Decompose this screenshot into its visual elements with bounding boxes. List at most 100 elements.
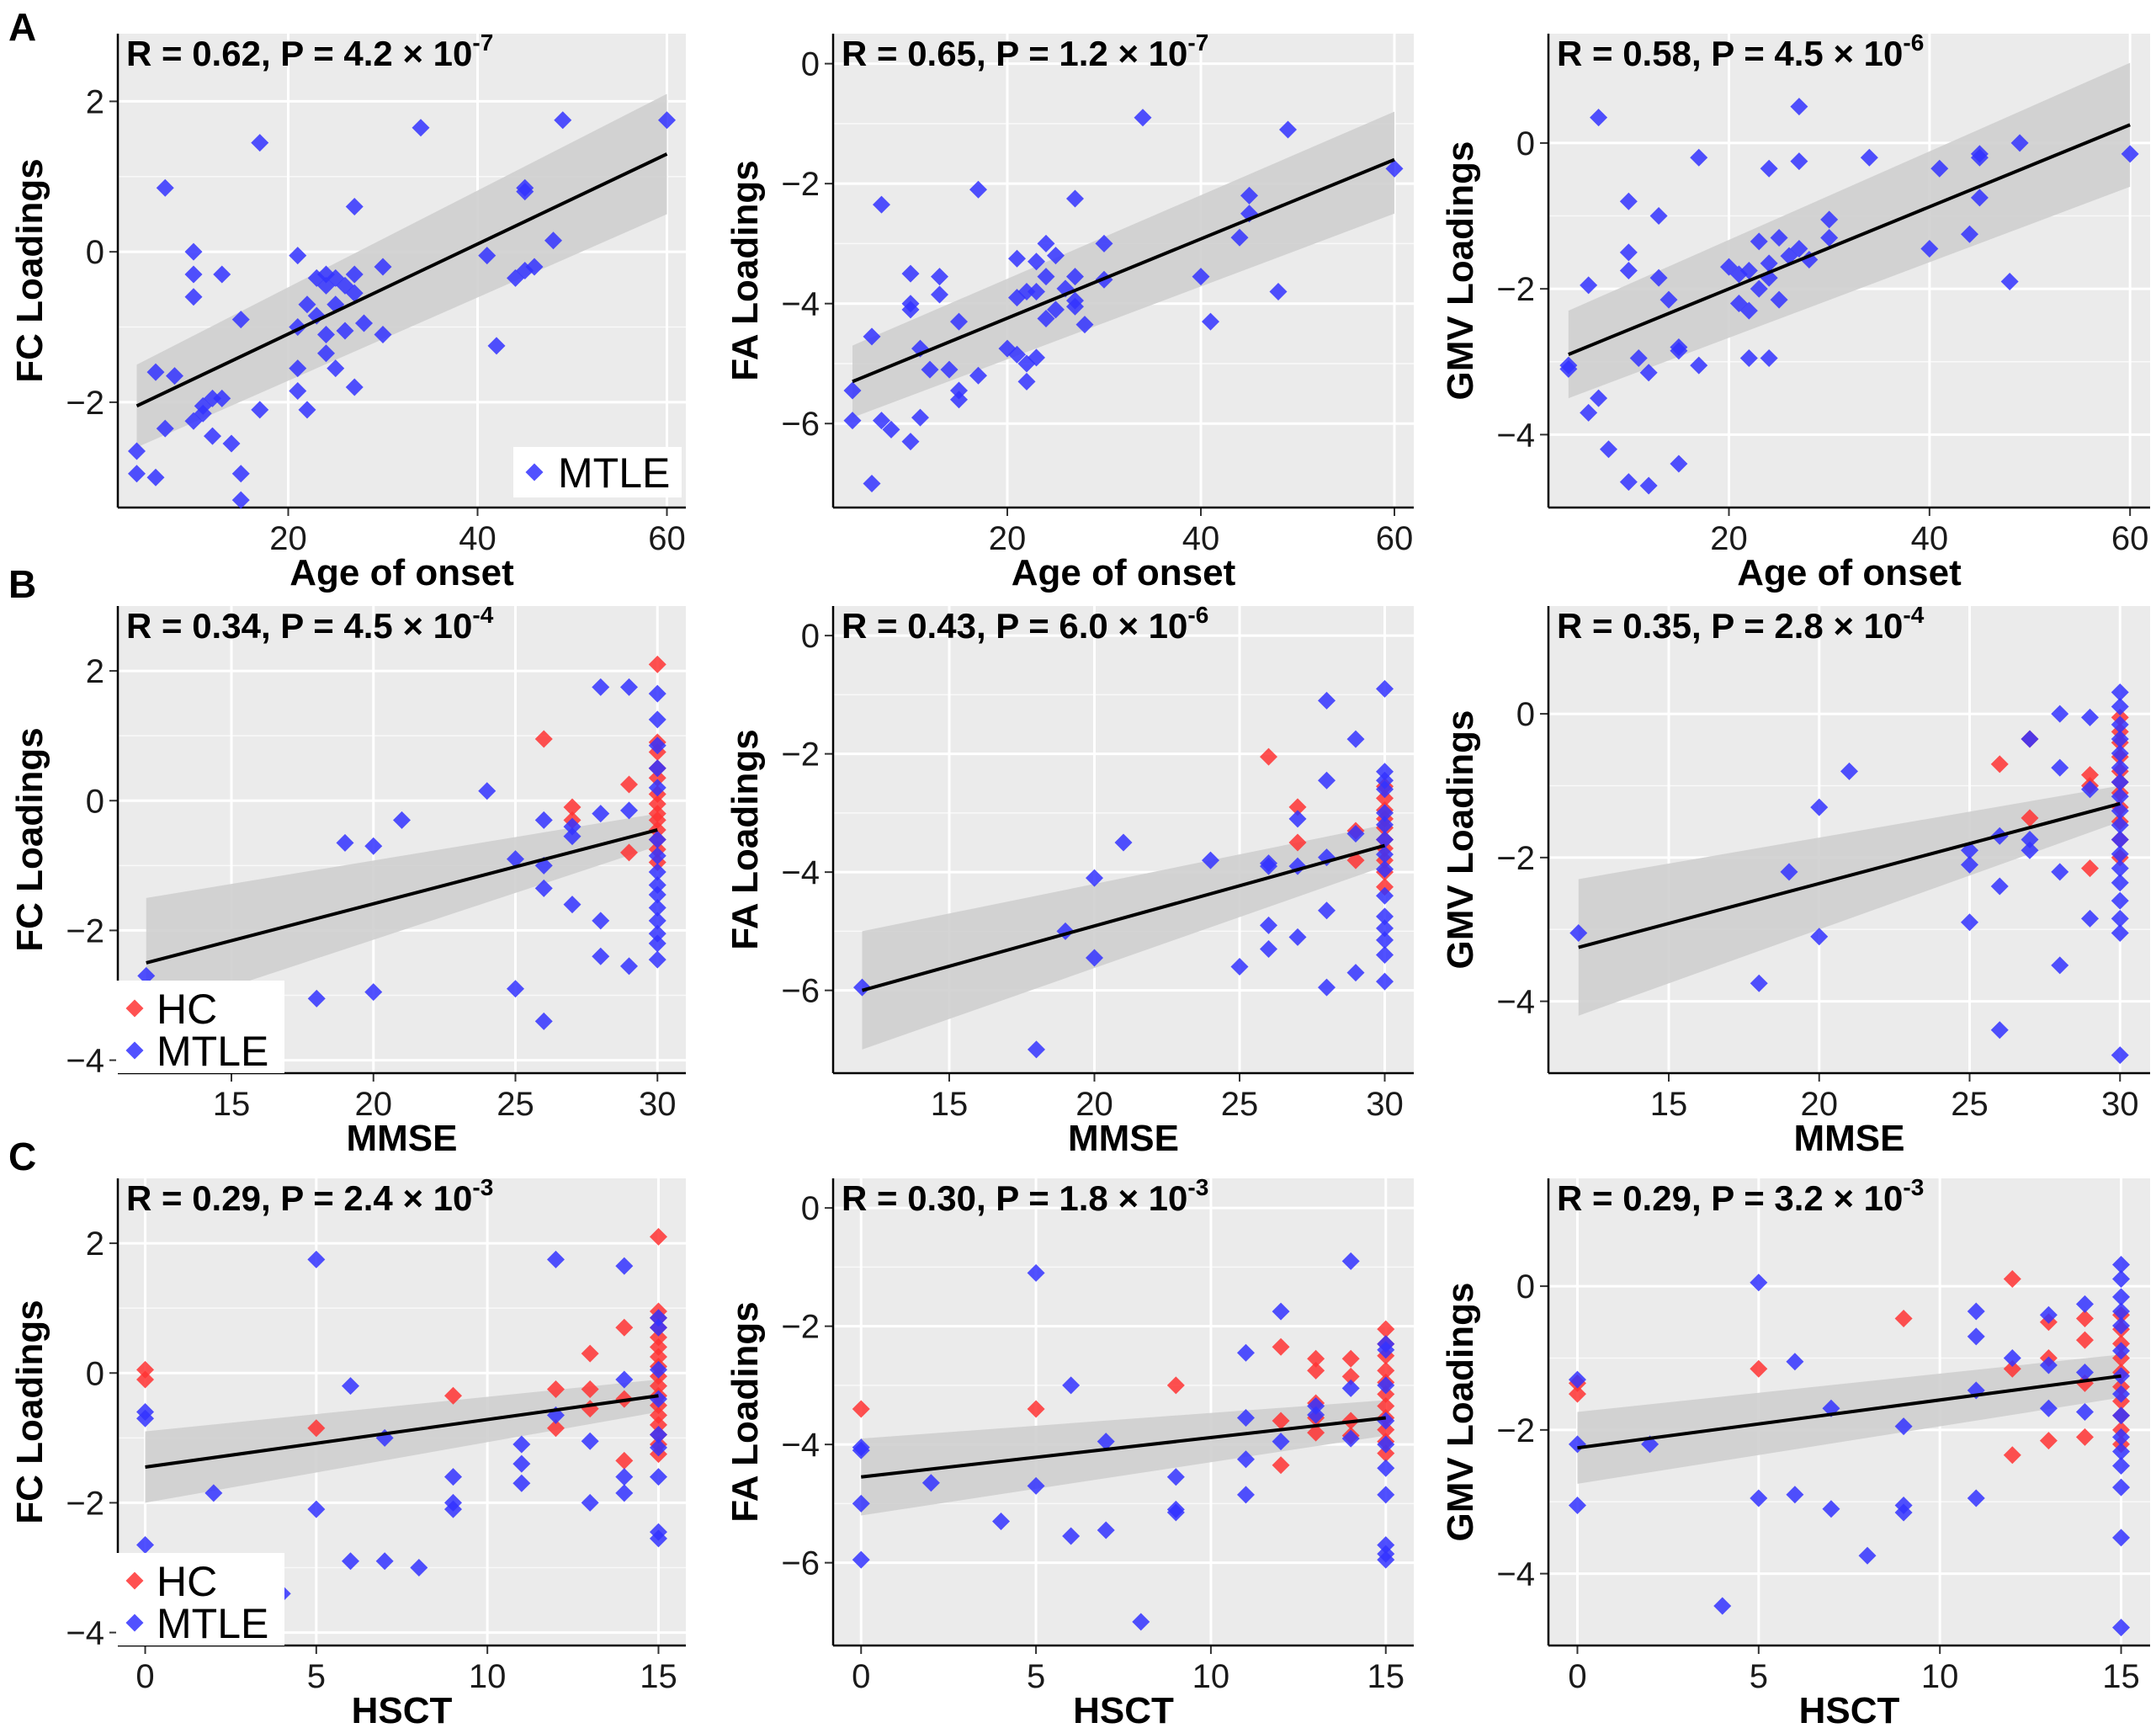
data-point-mtle	[2000, 272, 2019, 290]
data-point-mtle	[534, 1012, 553, 1030]
data-point-mtle	[2111, 874, 2129, 892]
data-point-mtle	[184, 242, 203, 261]
data-point-mtle	[563, 896, 581, 914]
data-point-mtle	[137, 966, 156, 985]
data-point-mtle	[649, 1425, 667, 1444]
data-point-mtle	[1580, 276, 1598, 295]
data-point-mtle	[1288, 928, 1307, 946]
y-tick-label: 2	[86, 1226, 104, 1263]
y-axis-title: FA Loadings	[725, 160, 766, 380]
data-point-mtle	[393, 811, 411, 829]
data-point-mtle	[2111, 891, 2129, 910]
data-point-mtle	[1820, 210, 1839, 229]
data-point-mtle	[2003, 1348, 2021, 1367]
data-point-mtle	[1750, 1273, 1768, 1292]
data-point-hc	[1377, 1385, 1395, 1403]
data-point-hc	[649, 1328, 667, 1347]
data-point-mtle	[1272, 1302, 1290, 1321]
x-tick-label: 15	[1650, 1086, 1688, 1123]
regression-line	[1568, 123, 2131, 356]
data-point-mtle	[375, 1552, 394, 1571]
y-tick-label: −4	[1496, 417, 1535, 454]
data-point-mtle	[852, 1441, 870, 1459]
data-point-hc	[546, 1419, 565, 1438]
data-point-mtle	[648, 736, 666, 755]
data-point-mtle	[317, 325, 335, 343]
data-point-mtle	[1619, 473, 1638, 492]
data-point-mtle	[204, 427, 221, 445]
data-point-mtle	[1760, 254, 1778, 273]
data-point-mtle	[649, 1529, 667, 1548]
data-point-mtle	[478, 782, 497, 800]
legend-box	[116, 1553, 284, 1646]
data-point-mtle	[863, 327, 881, 346]
data-point-mtle	[1385, 159, 1404, 178]
data-point-mtle	[921, 1474, 940, 1492]
data-point-mtle	[136, 1536, 155, 1555]
data-point-mtle	[2111, 909, 2129, 928]
data-point-mtle	[2112, 1270, 2131, 1289]
data-point-hc	[581, 1344, 599, 1363]
data-point-mtle	[1066, 189, 1084, 208]
y-tick-label: −4	[1496, 984, 1535, 1021]
data-point-mtle	[1240, 186, 1258, 205]
data-point-mtle	[648, 934, 666, 953]
data-point-mtle	[2021, 831, 2039, 848]
data-point-mtle	[1376, 771, 1394, 790]
x-tick-label: 10	[1921, 1658, 1959, 1695]
y-tick-label: −4	[1496, 1556, 1535, 1593]
data-point-mtle	[213, 265, 231, 284]
data-point-mtle	[1569, 924, 1588, 942]
y-tick-label: −6	[781, 973, 820, 1010]
data-point-mtle	[374, 258, 392, 276]
data-point-mtle	[1377, 1486, 1395, 1504]
data-point-mtle	[1062, 1527, 1081, 1545]
data-point-mtle	[648, 950, 666, 969]
x-tick-label: 0	[852, 1658, 870, 1695]
data-point-mtle	[1017, 372, 1036, 391]
data-point-mtle	[412, 119, 430, 137]
data-point-hc	[1376, 789, 1394, 807]
data-point-mtle	[128, 442, 146, 460]
data-point-mtle	[1166, 1468, 1185, 1486]
row-label-c: C	[8, 1135, 36, 1178]
x-tick-label: 30	[2101, 1086, 2139, 1123]
data-point-mtle	[1095, 234, 1113, 253]
legend-key-mtle	[525, 463, 544, 481]
y-tick-label: 0	[1516, 1268, 1535, 1305]
data-point-mtle	[2112, 1478, 2131, 1497]
data-point-hc	[2075, 1428, 2094, 1446]
data-point-mtle	[592, 912, 610, 930]
data-point-hc	[2039, 1432, 2058, 1450]
data-point-mtle	[648, 779, 666, 797]
data-point-mtle	[355, 314, 373, 332]
data-point-mtle	[969, 366, 987, 385]
data-point-mtle	[648, 863, 666, 881]
data-point-mtle	[901, 300, 920, 319]
data-point-mtle	[1376, 845, 1394, 864]
data-point-mtle	[1377, 1550, 1395, 1569]
data-point-hc	[649, 1227, 667, 1246]
data-point-mtle	[534, 856, 553, 875]
data-point-hc	[620, 775, 638, 794]
stat-annotation: R = 0.58, P = 4.5 × 10-6	[1557, 29, 1924, 73]
series-mtle	[1569, 683, 2129, 1065]
x-tick-label: 0	[1568, 1658, 1586, 1695]
data-point-mtle	[1961, 225, 1978, 243]
data-point-mtle	[1619, 243, 1638, 262]
data-point-mtle	[1670, 455, 1688, 473]
y-tick-label: −2	[781, 166, 820, 203]
y-tick-label: −2	[1496, 271, 1535, 308]
data-point-hc	[1288, 833, 1307, 852]
confidence-band	[1578, 785, 2121, 1016]
data-point-mtle	[342, 1377, 360, 1396]
data-point-mtle	[648, 912, 666, 930]
data-point-mtle	[1132, 1613, 1150, 1631]
legend-label-mtle: MTLE	[157, 1600, 268, 1647]
data-point-hc	[2021, 809, 2039, 827]
data-point-hc	[852, 1400, 870, 1418]
y-tick-label: 0	[86, 234, 104, 271]
data-point-mtle	[443, 1468, 462, 1486]
data-point-mtle	[231, 491, 250, 509]
y-tick-label: −2	[1496, 1412, 1535, 1449]
